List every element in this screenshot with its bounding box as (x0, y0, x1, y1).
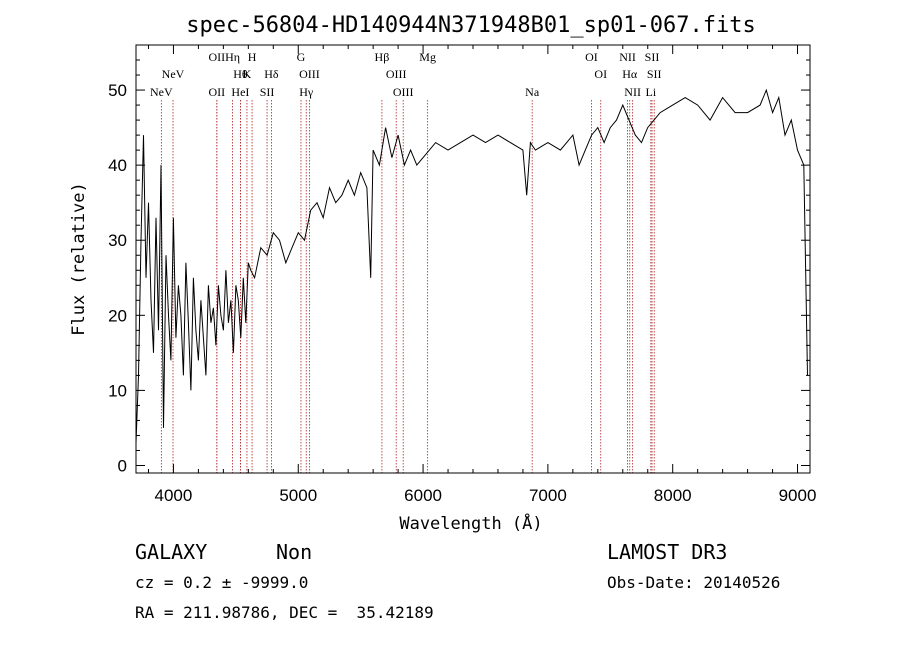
line-marker-label: SII (647, 67, 662, 81)
line-marker-label: Hη (225, 50, 240, 64)
line-marker-label: OII (208, 85, 225, 99)
line-marker-label: NII (619, 50, 636, 64)
line-marker-label: H (248, 50, 257, 64)
y-tick-label: 50 (108, 81, 127, 100)
x-axis-label: Wavelength (Å) (399, 512, 542, 534)
line-marker-label: HeI (231, 85, 249, 99)
line-marker-label: Hα (622, 67, 638, 81)
line-marker-label: Hδ (264, 67, 279, 81)
line-marker-label: SII (260, 85, 275, 99)
survey-name: LAMOST DR3 (607, 540, 728, 564)
object-subclass: Non (276, 540, 313, 564)
line-marker-label: Hθ (233, 67, 248, 81)
coordinates: RA = 211.98786, DEC = 35.42189 (135, 603, 434, 622)
line-marker-label: K (243, 67, 252, 81)
line-marker-label: Hβ (375, 50, 390, 64)
plot-frame (135, 44, 811, 474)
line-marker-label: OI (585, 50, 598, 64)
x-tick-label: 9000 (779, 486, 817, 505)
line-marker-label: Mg (419, 50, 436, 64)
spectrum-line (135, 88, 808, 444)
line-marker-label: OIII (386, 67, 407, 81)
line-marker-label: G (297, 50, 306, 64)
line-marker-label: NeV (150, 85, 173, 99)
line-marker-label: Na (525, 85, 540, 99)
x-tick-label: 6000 (404, 486, 442, 505)
x-tick-label: 7000 (529, 486, 567, 505)
line-marker-label: NeV (162, 67, 185, 81)
line-marker-label: OII (208, 50, 225, 64)
chart-title: spec-56804-HD140944N371948B01_sp01-067.f… (186, 13, 756, 38)
y-tick-label: 10 (108, 381, 127, 400)
object-class: GALAXY (135, 540, 208, 564)
line-marker-label: Li (646, 85, 657, 99)
line-marker-label: Hγ (299, 85, 314, 99)
line-marker-label: OI (594, 67, 607, 81)
y-tick-label: 30 (108, 231, 127, 250)
y-tick-label: 20 (108, 306, 127, 325)
line-marker-label: OIII (393, 85, 414, 99)
x-tick-label: 8000 (654, 486, 692, 505)
y-tick-label: 0 (118, 456, 127, 475)
line-marker-label: OIII (299, 67, 320, 81)
y-axis-label: Flux (relative) (69, 182, 89, 336)
line-marker-label: NII (624, 85, 641, 99)
x-tick-label: 4000 (155, 486, 193, 505)
line-marker-label: SII (645, 50, 660, 64)
y-tick-label: 40 (108, 156, 127, 175)
x-tick-label: 5000 (279, 486, 317, 505)
redshift-value: cz = 0.2 ± -9999.0 (135, 573, 309, 592)
observation-date: Obs-Date: 20140526 (607, 573, 781, 592)
